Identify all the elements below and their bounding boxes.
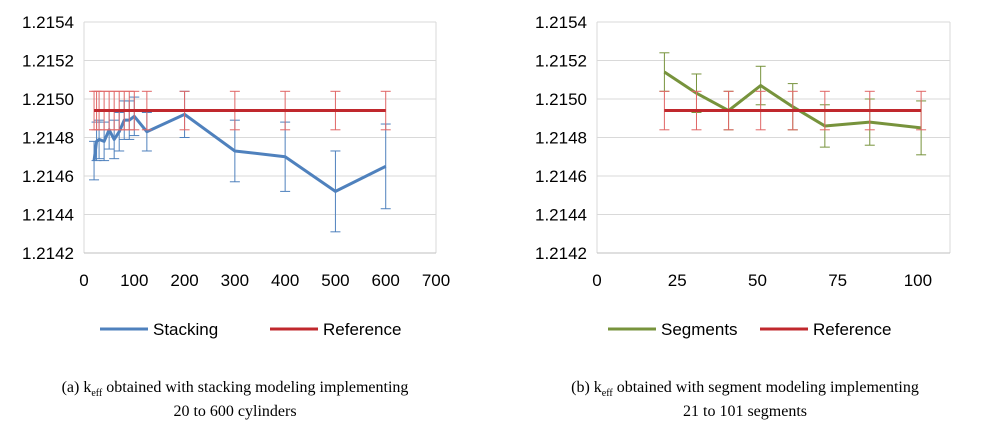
- x-tick-label: 500: [321, 271, 349, 290]
- y-tick-label: 1.2146: [22, 167, 74, 186]
- caption-a-prefix: (a) k: [61, 379, 92, 396]
- caption-b-subscript: eff: [601, 388, 613, 400]
- y-tick-label: 1.2154: [22, 13, 74, 32]
- y-tick-label: 1.2150: [22, 90, 74, 109]
- x-tick-label: 600: [372, 271, 400, 290]
- caption-a: (a) keff obtained with stacking modeling…: [0, 379, 490, 421]
- caption-b-line2: 21 to 101 segments: [683, 403, 807, 421]
- legend-label: Stacking: [153, 320, 218, 339]
- caption-b: (b) keff obtained with segment modeling …: [490, 379, 983, 421]
- x-tick-label: 400: [271, 271, 299, 290]
- y-tick-label: 1.2142: [22, 244, 74, 263]
- y-tick-label: 1.2148: [535, 129, 587, 148]
- legend-label: Reference: [813, 320, 891, 339]
- y-tick-label: 1.2144: [535, 206, 587, 225]
- series-line: [92, 112, 387, 193]
- x-tick-label: 0: [592, 271, 601, 290]
- y-tick-label: 1.2154: [535, 13, 587, 32]
- x-tick-label: 50: [748, 271, 767, 290]
- x-tick-label: 300: [221, 271, 249, 290]
- y-tick-label: 1.2146: [535, 167, 587, 186]
- legend-label: Reference: [323, 320, 401, 339]
- caption-b-rest: obtained with segment modeling implement…: [612, 379, 919, 396]
- caption-a-rest: obtained with stacking modeling implemen…: [102, 379, 409, 396]
- y-tick-label: 1.2150: [535, 90, 587, 109]
- legend-label: Segments: [661, 320, 738, 339]
- x-tick-label: 25: [668, 271, 687, 290]
- x-tick-label: 100: [904, 271, 932, 290]
- series-reference: [659, 90, 927, 131]
- y-tick-label: 1.2152: [535, 52, 587, 71]
- caption-a-subscript: eff: [91, 388, 103, 400]
- x-tick-label: 0: [79, 271, 88, 290]
- series-reference: [89, 90, 391, 131]
- caption-a-line2: 20 to 600 cylinders: [173, 403, 297, 421]
- x-tick-label: 200: [170, 271, 198, 290]
- y-tick-label: 1.2152: [22, 52, 74, 71]
- chart-panel-a: 1.2142 1.2144 1.2146 1.2148 1.2150 1.2152 1.21…: [22, 13, 450, 339]
- y-tick-label: 1.2148: [22, 129, 74, 148]
- x-tick-label: 75: [828, 271, 847, 290]
- y-tick-label: 1.2144: [22, 206, 74, 225]
- x-tick-label: 700: [422, 271, 450, 290]
- y-tick-label: 1.2142: [535, 244, 587, 263]
- x-tick-label: 100: [120, 271, 148, 290]
- series-line: [663, 70, 922, 130]
- chart-panel-b: 1.2142 1.2144 1.2146 1.2148 1.2150 1.2152 1.21…: [535, 13, 951, 339]
- caption-b-prefix: (b) k: [571, 379, 602, 396]
